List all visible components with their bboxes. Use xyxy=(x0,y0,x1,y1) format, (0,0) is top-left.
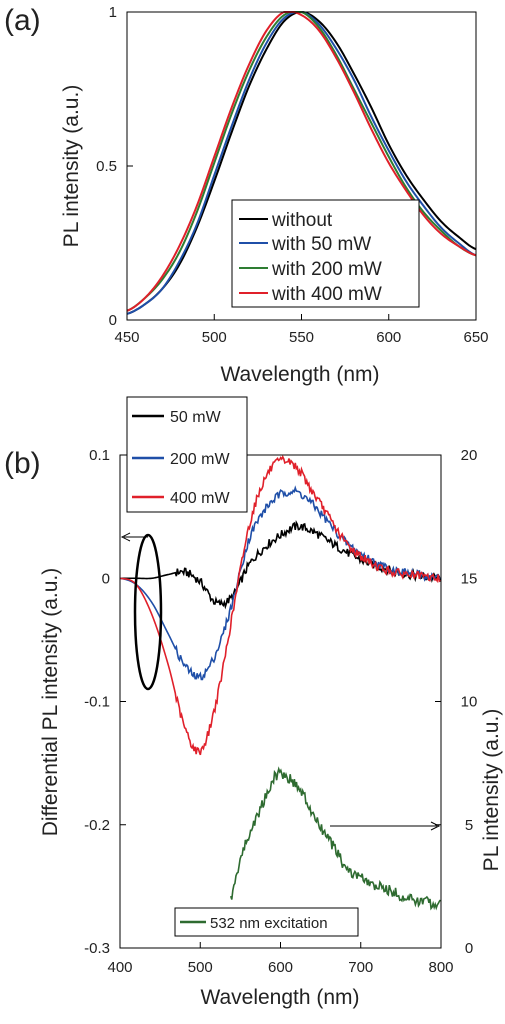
chart-b-y2-tick-label-15: 15 xyxy=(461,570,478,587)
chart-b-y-tick-label-2: -0.1 xyxy=(84,694,110,711)
chart-a-y-tick-label-0: 0 xyxy=(109,312,117,329)
chart-b-series-532nm-excitation xyxy=(229,766,442,911)
chart-a-x-tick-labels: 450 500 550 600 650 xyxy=(114,329,488,346)
chart-a-x-tick-label-600: 600 xyxy=(376,329,401,346)
chart-a-legend-box xyxy=(231,199,420,308)
chart-a-y-tick-label-2: 1 xyxy=(109,4,117,21)
chart-b-y-tick-label-1: -0.2 xyxy=(84,817,110,834)
chart-b-series xyxy=(119,454,442,911)
chart-b: 400 500 600 700 800 -0.3 -0.2 -0.1 0 0.1 0 5 10 15 2… xyxy=(39,396,503,1009)
chart-b-x-tick-label-400: 400 xyxy=(107,959,132,976)
chart-b-y-axis-label: Differential PL intensity (a.u.) xyxy=(39,568,62,836)
chart-b-y2-tick-labels: 0 5 10 15 20 xyxy=(461,447,478,957)
legend-b-200mw: 200 mW xyxy=(170,451,230,468)
chart-b-x-tick-label-800: 800 xyxy=(428,959,453,976)
chart-b-plot-frame xyxy=(119,454,442,949)
chart-b-series-200-mw xyxy=(119,485,441,681)
chart-b-x-tick-label-600: 600 xyxy=(268,959,293,976)
legend-b-532nm: 532 nm excitation xyxy=(210,915,328,932)
chart-b-y2-tick-label-5: 5 xyxy=(465,817,473,834)
legend-b-400mw: 400 mW xyxy=(170,490,230,507)
chart-b-y2-tick-label-0: 0 xyxy=(465,940,473,957)
chart-b-x-tick-label-700: 700 xyxy=(348,959,373,976)
legend-b-50mw: 50 mW xyxy=(170,409,222,426)
right-axis-arrowhead xyxy=(430,821,441,831)
left-axis-ellipse-marker xyxy=(133,533,163,691)
chart-b-x-axis-label: Wavelength (nm) xyxy=(200,986,359,1009)
chart-b-y-tick-label-0: -0.3 xyxy=(84,940,110,957)
legend-a-400mw: with 400 mW xyxy=(271,284,382,305)
chart-a-x-tick-label-450: 450 xyxy=(114,329,139,346)
chart-b-series-400-mw xyxy=(119,454,441,756)
left-axis-arrowhead xyxy=(120,532,131,542)
chart-a-y-tick-labels: 00.51 xyxy=(96,4,117,329)
legend-a-without: without xyxy=(271,210,333,231)
panel-a-label: (a) xyxy=(4,4,41,37)
chart-b-series-50-mw xyxy=(120,519,442,610)
chart-b-green-legend: 532 nm excitation xyxy=(174,907,359,937)
panel-b-label: (b) xyxy=(4,447,41,480)
chart-a-legend: without with 50 mW with 200 mW with 400 … xyxy=(231,199,420,308)
chart-b-y-tick-labels: -0.3 -0.2 -0.1 0 0.1 xyxy=(84,447,110,957)
chart-a-x-tick-label-500: 500 xyxy=(202,329,227,346)
legend-a-200mw: with 200 mW xyxy=(271,259,382,280)
chart-b-y2-tick-label-20: 20 xyxy=(461,447,478,464)
chart-a-x-tick-label-650: 650 xyxy=(463,329,488,346)
chart-a: 450 500 550 600 650 00.51 Wavelength (nm) PL… xyxy=(60,4,489,386)
chart-b-legend: 50 mW 200 mW 400 mW xyxy=(126,396,248,513)
chart-b-y-tick-label-4: 0.1 xyxy=(89,447,110,464)
chart-a-plot-frame xyxy=(126,11,477,321)
chart-b-y2-axis-label: PL intensity (a.u.) xyxy=(480,709,503,872)
chart-a-y-axis-label: PL intensity (a.u.) xyxy=(60,85,83,248)
legend-a-50mw: with 50 mW xyxy=(271,234,371,255)
chart-b-x-tick-labels: 400 500 600 700 800 xyxy=(107,959,453,976)
chart-a-x-tick-label-550: 550 xyxy=(289,329,314,346)
chart-b-y2-tick-label-10: 10 xyxy=(461,694,478,711)
chart-b-ticks xyxy=(119,454,442,949)
chart-a-y-tick-label-1: 0.5 xyxy=(96,158,117,175)
chart-a-x-axis-label: Wavelength (nm) xyxy=(220,363,379,386)
chart-b-y-tick-label-3: 0 xyxy=(102,570,110,587)
chart-b-x-tick-label-500: 500 xyxy=(188,959,213,976)
